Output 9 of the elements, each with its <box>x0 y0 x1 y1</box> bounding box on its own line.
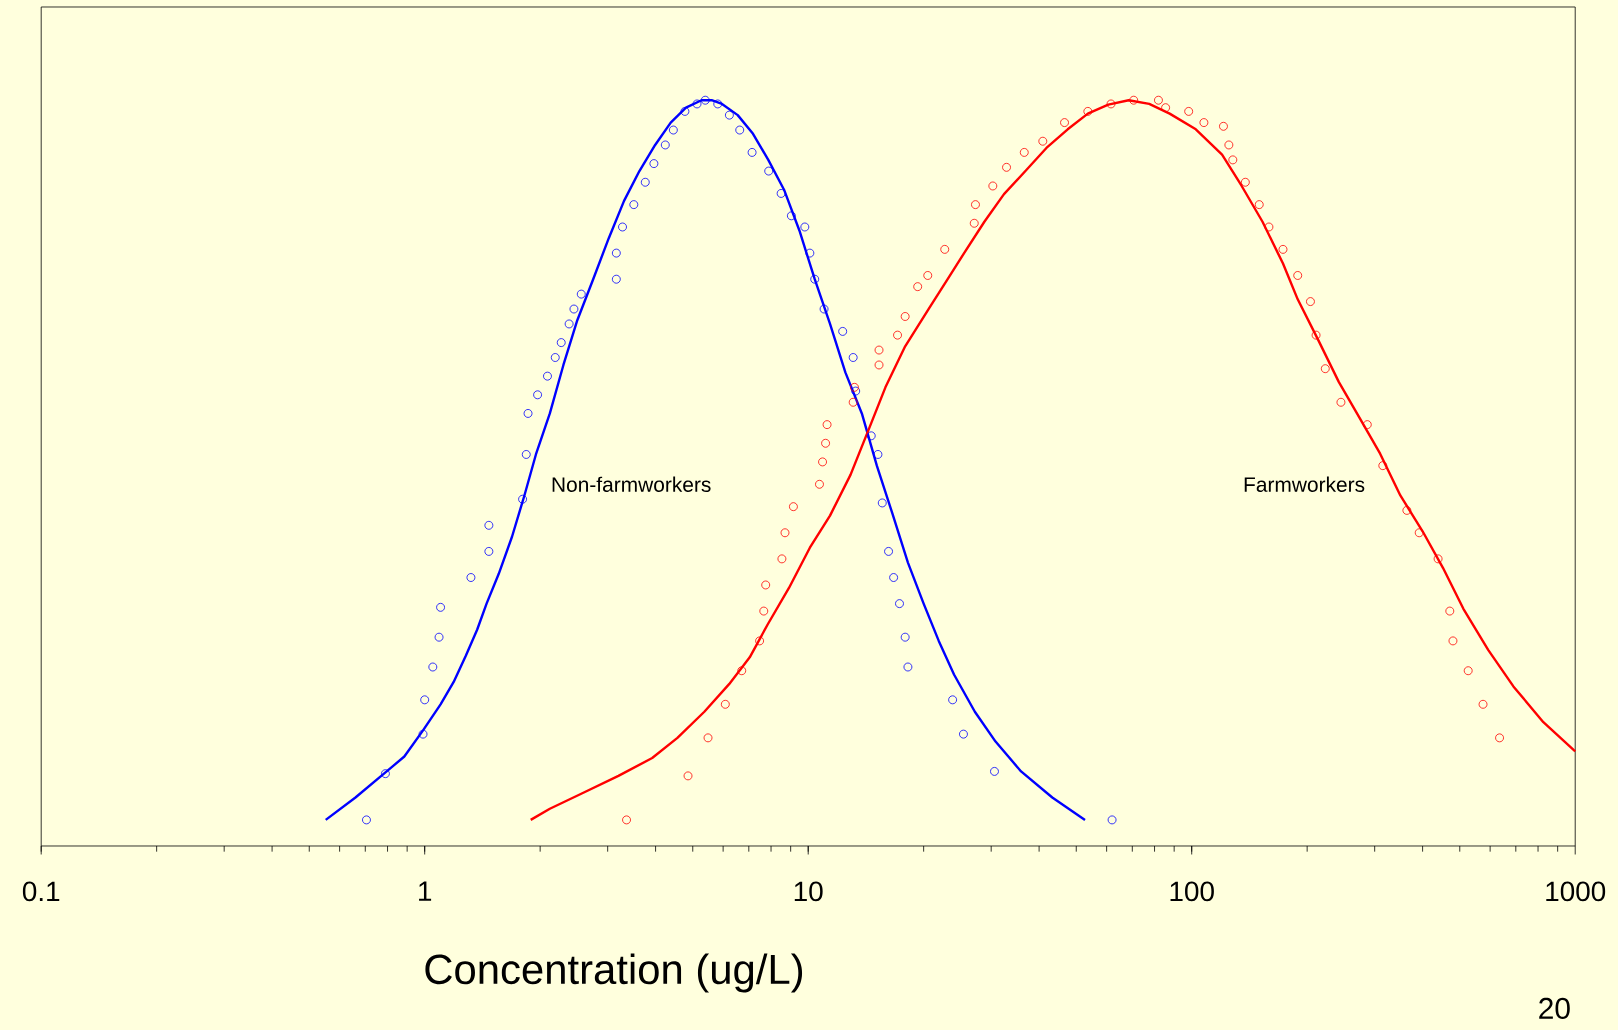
x-tick-label: 10 <box>794 881 823 902</box>
x-tick-label: 0.1 <box>22 881 60 902</box>
text: 20 <box>1539 997 1570 1019</box>
x-tick-label: 100 <box>1170 881 1214 902</box>
series-label: Farmworkers <box>1244 476 1365 492</box>
x-tick-label: 1000 <box>1546 881 1606 902</box>
x-tick-label: 1 <box>419 881 432 901</box>
x-axis-title: Concentration (ug/L) <box>425 953 803 993</box>
series-label: Non-farmworkers <box>552 476 711 492</box>
